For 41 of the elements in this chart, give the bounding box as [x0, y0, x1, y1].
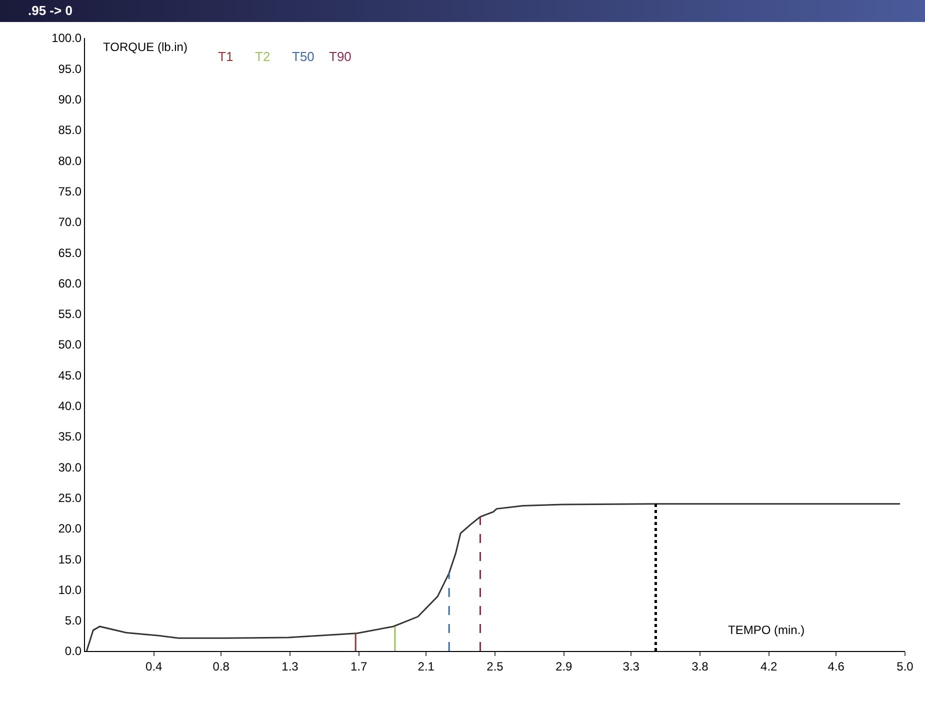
y-tick-label: 15.0 [58, 552, 82, 566]
y-tick-label: 5.0 [64, 614, 82, 628]
x-axis-title: TEMPO (min.) [728, 623, 805, 637]
y-tick-label: 85.0 [58, 123, 82, 138]
x-tick-label: 2.1 [418, 659, 435, 674]
y-tick-label: 0.0 [64, 644, 82, 658]
x-tick-label: 1.3 [282, 659, 299, 674]
y-tick-label: 40.0 [58, 399, 82, 413]
text: T1 [218, 49, 234, 64]
y-tick-label: 65.0 [58, 246, 82, 260]
y-tick-label: 25.0 [58, 490, 82, 505]
x-tick-label: 5.0 [896, 659, 914, 674]
y-tick-label: 10.0 [58, 582, 82, 597]
chart-title: .95 -> 0 [0, 0, 925, 22]
y-tick-label: 55.0 [58, 307, 82, 322]
x-tick-label: 3.8 [692, 659, 709, 674]
y-tick-label: 30.0 [58, 460, 82, 474]
x-tick-label: 3.3 [622, 659, 640, 674]
y-tick-label: 50.0 [58, 338, 82, 352]
x-tick-label: 0.4 [146, 659, 163, 674]
y-tick-label: 20.0 [58, 522, 82, 536]
y-tick-label: 95.0 [58, 62, 82, 76]
y-axis-title: TORQUE (lb.in) [103, 40, 188, 54]
y-tick-label: 80.0 [58, 154, 82, 168]
y-tick-label: 35.0 [58, 430, 82, 444]
y-tick-label: 100.0 [52, 31, 82, 46]
x-tick-label: 0.8 [212, 659, 230, 674]
y-tick-label: 75.0 [58, 184, 82, 198]
text: T2 [255, 49, 270, 64]
x-tick-label: 4.2 [760, 659, 778, 674]
x-tick-label: 2.9 [556, 659, 573, 674]
text: T50 [292, 49, 314, 64]
text: T90 [329, 49, 352, 64]
x-tick-label: 2.5 [486, 659, 504, 674]
y-tick-label: 90.0 [58, 92, 82, 106]
line-series [86, 503, 901, 651]
y-tick-label: 70.0 [58, 215, 82, 230]
y-tick-label: 60.0 [58, 276, 82, 290]
x-tick-label: 4.6 [828, 659, 845, 674]
x-tick-label: 1.7 [350, 659, 368, 674]
y-tick-label: 45.0 [58, 368, 82, 382]
